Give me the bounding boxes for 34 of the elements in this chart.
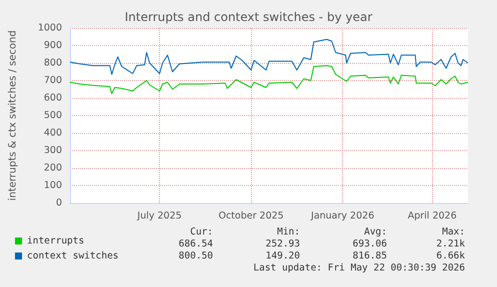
text: 800.50 bbox=[178, 250, 214, 262]
text: 816.85 bbox=[352, 250, 387, 262]
text: Max: bbox=[442, 226, 465, 238]
y-tick-label: 400 bbox=[44, 128, 62, 138]
y-tick-label: 300 bbox=[44, 145, 62, 156]
chart-title: Interrupts and context switches - by year bbox=[124, 10, 372, 24]
y-tick-label: 200 bbox=[44, 162, 62, 174]
y-tick-label: 600 bbox=[44, 92, 62, 104]
legend-label: interrupts bbox=[27, 236, 84, 246]
text: 686.54 bbox=[178, 238, 214, 250]
x-tick-label: January 2026 bbox=[310, 210, 374, 222]
x-tick-label: July 2025 bbox=[136, 210, 182, 222]
text: Cur: bbox=[190, 226, 213, 238]
text: 2.21k bbox=[436, 238, 466, 250]
x-tick-label: April 2026 bbox=[408, 210, 457, 222]
line-series bbox=[70, 65, 468, 94]
text: 252.93 bbox=[266, 238, 300, 250]
y-tick-label: 500 bbox=[44, 110, 62, 121]
x-tick-label: October 2025 bbox=[218, 210, 284, 222]
text: 693.06 bbox=[352, 238, 388, 250]
y-tick-label: 800 bbox=[44, 58, 62, 68]
y-tick-label: 700 bbox=[44, 75, 62, 86]
y-tick-label: 900 bbox=[44, 40, 62, 51]
y-axis-title: interrupts & ctx switches / second bbox=[8, 30, 18, 201]
legend-label: context switches bbox=[27, 250, 119, 262]
line-series bbox=[70, 38, 468, 75]
y-tick-label: 1000 bbox=[38, 22, 62, 34]
y-tick-label: 0 bbox=[56, 198, 62, 208]
text: Min: bbox=[277, 226, 300, 238]
text: Last update: Fri May 22 00:30:39 2026 bbox=[253, 262, 466, 274]
text: 6.66k bbox=[436, 250, 466, 262]
text: 149.20 bbox=[266, 250, 300, 262]
text: Avg: bbox=[364, 226, 387, 238]
y-tick-label: 100 bbox=[44, 180, 62, 191]
